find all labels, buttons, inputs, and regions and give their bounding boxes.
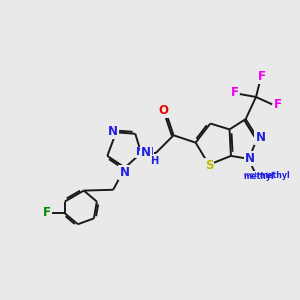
Text: F: F xyxy=(258,70,266,83)
Text: O: O xyxy=(159,104,169,117)
Text: N: N xyxy=(255,131,266,144)
Text: F: F xyxy=(43,206,51,219)
Text: methyl: methyl xyxy=(259,171,290,180)
Text: F: F xyxy=(230,86,238,99)
Text: NH: NH xyxy=(136,147,154,158)
Text: N: N xyxy=(119,166,129,178)
Text: S: S xyxy=(205,159,213,172)
Text: methyl: methyl xyxy=(243,172,268,178)
Text: F: F xyxy=(274,98,281,111)
Text: H: H xyxy=(150,156,158,166)
Text: methyl: methyl xyxy=(243,172,274,181)
Text: N: N xyxy=(245,152,255,165)
Text: N: N xyxy=(141,146,151,159)
Text: N: N xyxy=(108,125,118,138)
